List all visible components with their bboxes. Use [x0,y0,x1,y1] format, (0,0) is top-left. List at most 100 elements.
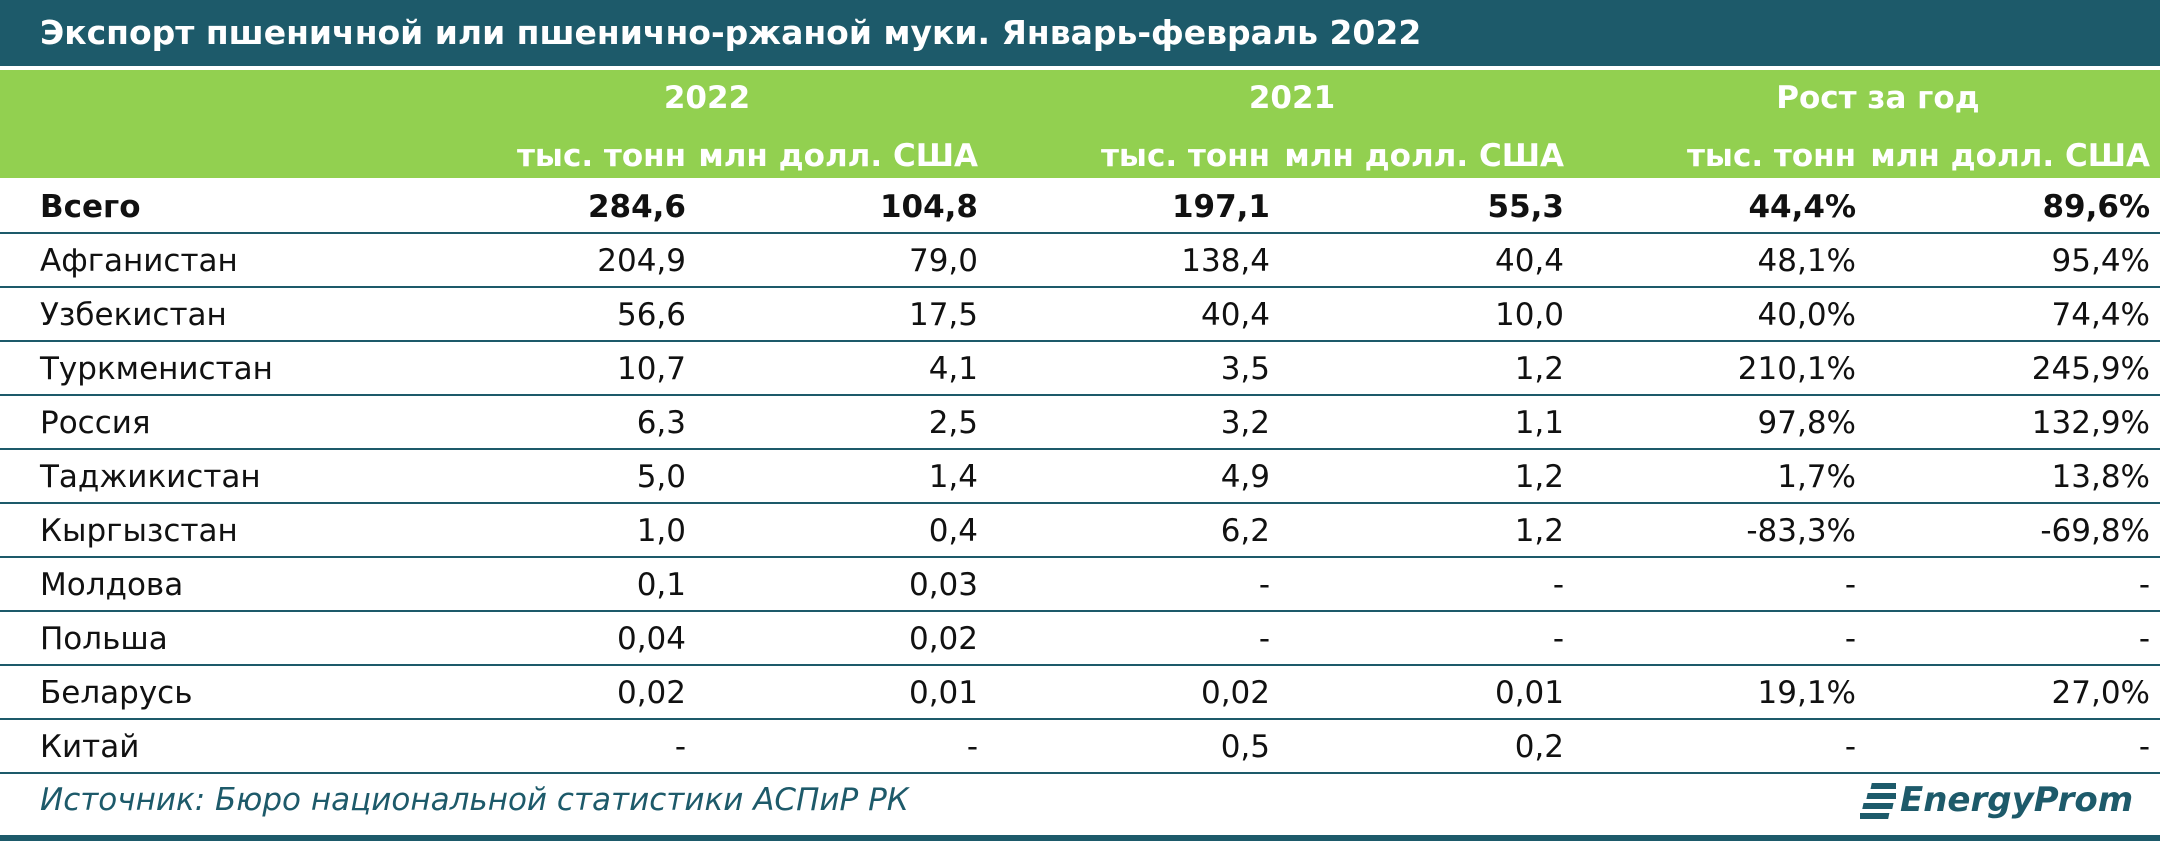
cell: - [1258,567,1270,603]
cell: 2,5 [928,405,978,441]
cell: 10,0 [1494,297,1564,333]
cell: 74,4% [2051,297,2150,333]
logo-icon [1860,783,1896,819]
cell: 1,2 [1514,351,1564,387]
row-label: Афганистан [40,243,238,279]
cell: 17,5 [908,297,978,333]
cell: 89,6% [2042,189,2150,225]
table-row: Таджикистан 5,0 1,4 4,9 1,2 1,7% 13,8% [0,450,2160,504]
cell: 95,4% [2051,243,2150,279]
table-row: Китай - - 0,5 0,2 - - [0,720,2160,774]
cell: 0,01 [1494,675,1564,711]
group-header: 2022 [663,80,751,116]
row-label: Узбекистан [40,297,227,333]
table-row: Афганистан 204,9 79,0 138,4 40,4 48,1% 95,4% [0,234,2160,288]
row-label: Беларусь [40,675,193,711]
table-header [0,70,2160,178]
cell: 4,9 [1220,459,1270,495]
unit-header: млн долл. США [698,138,978,174]
cell: 245,9% [2031,351,2150,387]
row-label: Всего [40,189,141,225]
cell: 104,8 [879,189,978,225]
cell: 3,2 [1220,405,1270,441]
cell: 6,3 [636,405,686,441]
cell: 0,04 [616,621,686,657]
cell: - [1552,567,1564,603]
table-row: Всего 284,6 104,8 197,1 55,3 44,4% 89,6% [0,180,2160,234]
group-header: 2021 [1248,80,1336,116]
cell: 1,0 [636,513,686,549]
cell: 19,1% [1757,675,1856,711]
table-row: Беларусь 0,02 0,01 0,02 0,01 19,1% 27,0% [0,666,2160,720]
row-label: Туркменистан [40,351,273,387]
cell: - [2138,729,2150,765]
cell: 13,8% [2051,459,2150,495]
cell: 204,9 [597,243,686,279]
row-label: Таджикистан [40,459,261,495]
cell: 4,1 [928,351,978,387]
cell: 56,6 [616,297,686,333]
cell: -83,3% [1746,513,1856,549]
row-label: Польша [40,621,168,657]
unit-header: млн долл. США [1284,138,1564,174]
unit-header: млн долл. США [1870,138,2150,174]
cell: 0,02 [1200,675,1270,711]
cell: 79,0 [908,243,978,279]
cell: - [1844,729,1856,765]
cell: - [2138,567,2150,603]
unit-header: тыс. тонн [1100,138,1270,174]
table-row: Молдова 0,1 0,03 - - - - [0,558,2160,612]
cell: - [1844,567,1856,603]
bottom-bar [0,835,2160,841]
cell: 1,4 [928,459,978,495]
row-label: Кыргызстан [40,513,238,549]
cell: 40,4 [1494,243,1564,279]
cell: 40,0% [1757,297,1856,333]
cell: 0,4 [928,513,978,549]
cell: - [966,729,978,765]
cell: 97,8% [1757,405,1856,441]
cell: 10,7 [616,351,686,387]
row-label: Китай [40,729,140,765]
unit-header: тыс. тонн [516,138,686,174]
cell: 284,6 [587,189,686,225]
title-bar [0,0,2160,66]
cell: 3,5 [1220,351,1270,387]
cell: 0,2 [1514,729,1564,765]
cell: - [2138,621,2150,657]
cell: 55,3 [1487,189,1565,225]
cell: - [674,729,686,765]
cell: 1,7% [1777,459,1856,495]
cell: 40,4 [1200,297,1270,333]
cell: 138,4 [1181,243,1270,279]
cell: - [1258,621,1270,657]
table-row: Польша 0,04 0,02 - - - - [0,612,2160,666]
cell: 5,0 [636,459,686,495]
table-row: Туркменистан 10,7 4,1 3,5 1,2 210,1% 245,9% [0,342,2160,396]
group-header: Рост за год [1776,80,1980,116]
cell: 0,02 [616,675,686,711]
cell: 0,5 [1220,729,1270,765]
cell: - [1552,621,1564,657]
cell: 0,1 [636,567,686,603]
cell: 1,2 [1514,459,1564,495]
cell: - [1844,621,1856,657]
table-row: Кыргызстан 1,0 0,4 6,2 1,2 -83,3% -69,8% [0,504,2160,558]
cell: 197,1 [1171,189,1270,225]
cell: 44,4% [1748,189,1856,225]
cell: 0,01 [908,675,978,711]
row-label: Молдова [40,567,184,603]
cell: -69,8% [2040,513,2150,549]
row-label: Россия [40,405,151,441]
cell: 6,2 [1220,513,1270,549]
cell: 1,1 [1514,405,1564,441]
cell: 27,0% [2051,675,2150,711]
logo: EnergyProm [1900,780,2134,820]
table-row: Россия 6,3 2,5 3,2 1,1 97,8% 132,9% [0,396,2160,450]
cell: 0,03 [908,567,978,603]
source: Источник: Бюро национальной статистики А… [40,782,909,818]
unit-header: тыс. тонн [1686,138,1856,174]
cell: 210,1% [1737,351,1856,387]
cell: 132,9% [2031,405,2150,441]
